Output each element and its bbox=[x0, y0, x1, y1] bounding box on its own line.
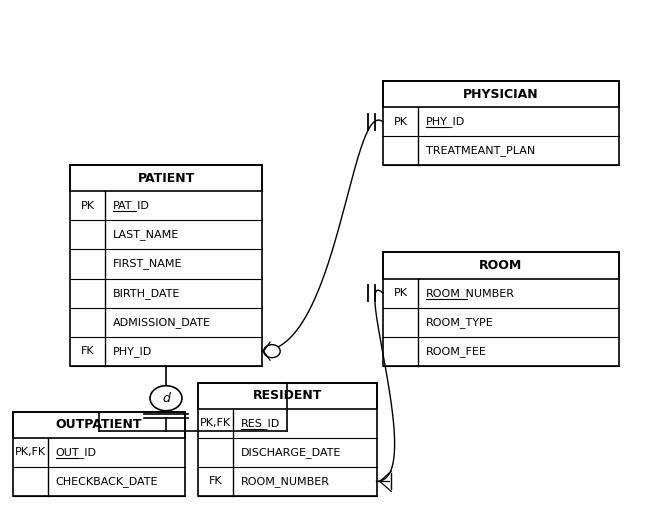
Text: PATIENT: PATIENT bbox=[137, 172, 195, 185]
Text: ROOM_FEE: ROOM_FEE bbox=[426, 346, 486, 357]
Text: ROOM: ROOM bbox=[479, 259, 523, 272]
Text: DISCHARGE_DATE: DISCHARGE_DATE bbox=[241, 447, 341, 458]
Text: PK: PK bbox=[393, 117, 408, 127]
Text: d: d bbox=[162, 392, 170, 405]
Text: FK: FK bbox=[208, 476, 222, 486]
Bar bbox=[13, 412, 185, 496]
Bar bbox=[13, 412, 185, 438]
Text: PK: PK bbox=[81, 201, 95, 211]
Text: ADMISSION_DATE: ADMISSION_DATE bbox=[113, 317, 211, 328]
Bar bbox=[70, 166, 262, 366]
Text: PK,FK: PK,FK bbox=[200, 419, 231, 428]
Bar bbox=[383, 252, 619, 366]
Circle shape bbox=[150, 386, 182, 411]
Text: PHYSICIAN: PHYSICIAN bbox=[463, 88, 539, 101]
Text: ROOM_NUMBER: ROOM_NUMBER bbox=[426, 288, 515, 298]
Text: CHECKBACK_DATE: CHECKBACK_DATE bbox=[55, 476, 158, 487]
Text: PK,FK: PK,FK bbox=[15, 447, 46, 457]
Text: TREATMEANT_PLAN: TREATMEANT_PLAN bbox=[426, 146, 535, 156]
Text: PAT_ID: PAT_ID bbox=[113, 200, 150, 212]
Text: LAST_NAME: LAST_NAME bbox=[113, 229, 179, 240]
Text: PK: PK bbox=[393, 288, 408, 298]
Circle shape bbox=[264, 344, 280, 358]
Text: RES_ID: RES_ID bbox=[241, 418, 280, 429]
Text: PHY_ID: PHY_ID bbox=[426, 117, 465, 127]
Text: OUT_ID: OUT_ID bbox=[55, 447, 96, 458]
Text: FIRST_NAME: FIRST_NAME bbox=[113, 259, 182, 269]
Bar bbox=[198, 383, 376, 496]
Text: BIRTH_DATE: BIRTH_DATE bbox=[113, 288, 180, 298]
Text: FK: FK bbox=[81, 346, 94, 356]
Bar bbox=[198, 383, 376, 409]
Text: PHY_ID: PHY_ID bbox=[113, 346, 152, 357]
Text: OUTPATIENT: OUTPATIENT bbox=[56, 419, 143, 431]
Text: ROOM_TYPE: ROOM_TYPE bbox=[426, 317, 493, 328]
Bar bbox=[70, 166, 262, 192]
Bar bbox=[383, 81, 619, 166]
Bar bbox=[383, 81, 619, 107]
Text: ROOM_NUMBER: ROOM_NUMBER bbox=[241, 476, 329, 487]
Bar bbox=[383, 252, 619, 278]
Text: RESIDENT: RESIDENT bbox=[253, 389, 322, 402]
